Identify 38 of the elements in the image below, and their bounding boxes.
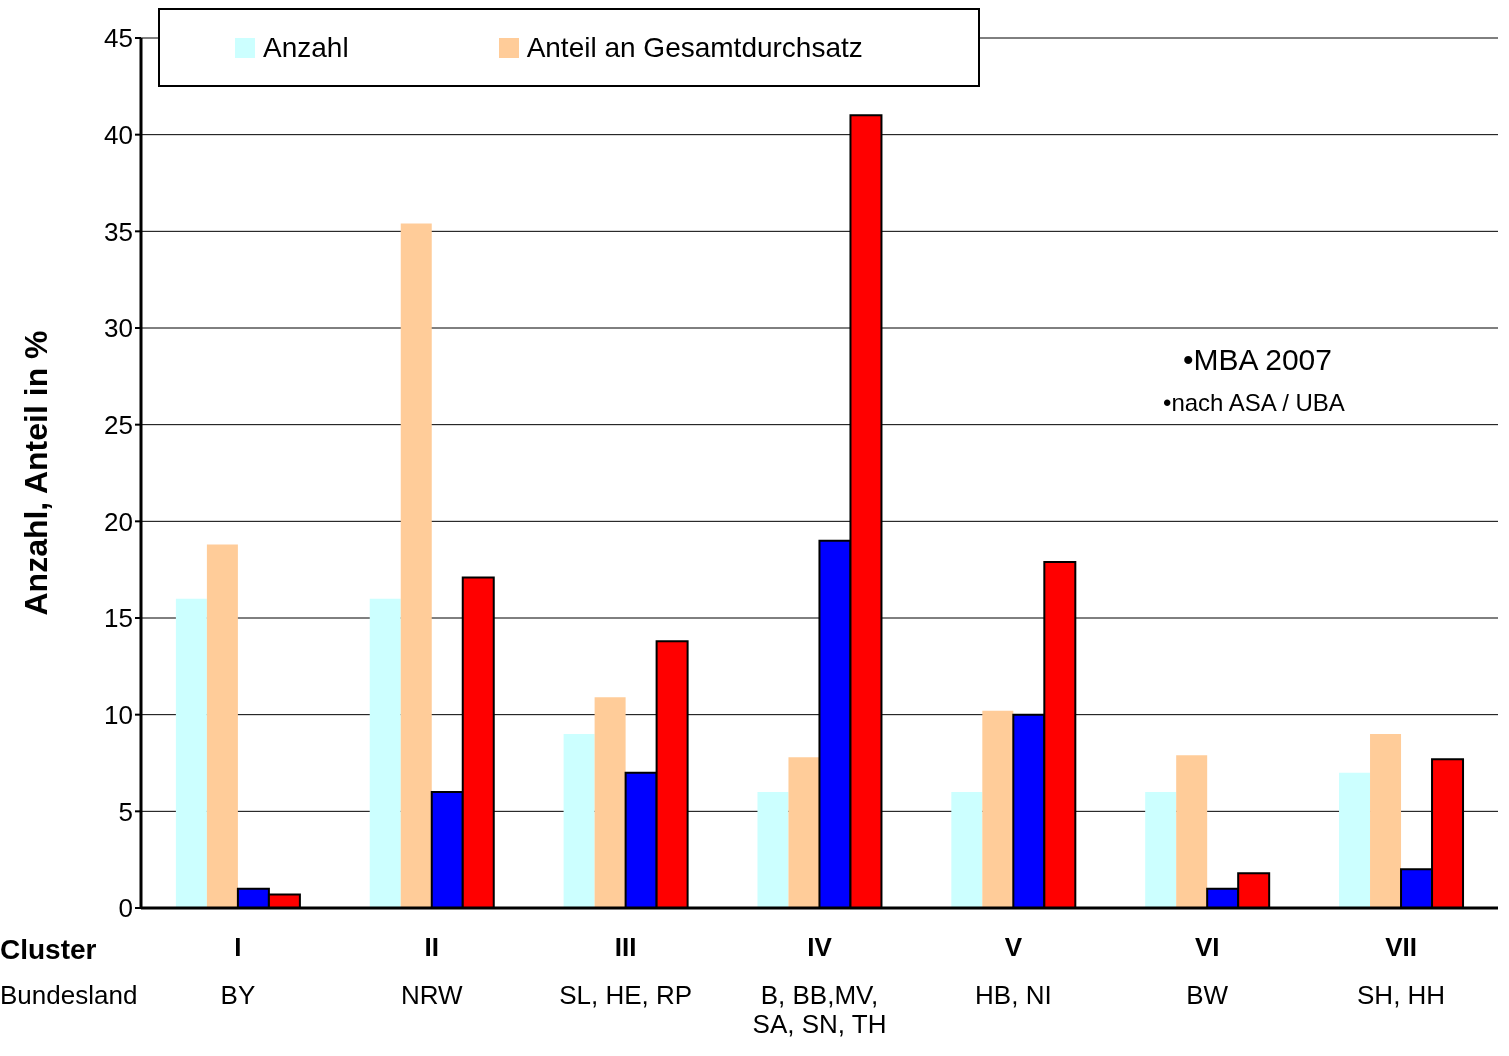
text: Bundesland — [0, 980, 138, 1011]
y-tick-label: 5 — [118, 796, 133, 827]
bar — [951, 792, 983, 908]
y-tick-label: 0 — [118, 893, 133, 924]
bar — [1176, 755, 1208, 908]
legend-label: Anzahl — [263, 31, 349, 64]
y-tick-label: 40 — [104, 119, 133, 150]
bar — [982, 710, 1014, 908]
x-tick-label: IV B, BB,MV, SA, SN, TH — [752, 932, 887, 1039]
y-tick-label: 15 — [104, 603, 133, 634]
y-tick-label: 20 — [104, 506, 133, 537]
annotation: •nach ASA / UBA — [1163, 389, 1345, 417]
y-tick-label: 25 — [104, 409, 133, 440]
bar — [1339, 772, 1371, 908]
bar — [1145, 792, 1177, 908]
bar — [175, 598, 207, 908]
x-tick-label: II NRW — [400, 932, 464, 1010]
bar — [788, 757, 820, 908]
y-tick-label: 30 — [104, 313, 133, 344]
x-tick-label: V HB, NI — [975, 932, 1052, 1010]
y-axis-title: Anzahl, Anteil in % — [18, 330, 55, 616]
annotation: •MBA 2007 — [1183, 343, 1332, 377]
bar — [594, 697, 626, 908]
bar — [757, 792, 789, 908]
text: Cluster — [0, 934, 97, 966]
bar — [369, 598, 401, 908]
x-tick-label: VII SH, HH — [1357, 932, 1446, 1010]
bar — [563, 734, 595, 908]
bar — [206, 544, 238, 908]
bar — [1370, 734, 1402, 908]
y-tick-label: 10 — [104, 699, 133, 730]
x-tick-label: VI BW — [1186, 932, 1229, 1010]
y-tick-label: 35 — [104, 216, 133, 247]
x-tick-label: I BY — [220, 932, 256, 1010]
legend-label: Anteil an Gesamtdurchsatz — [526, 31, 863, 64]
x-tick-label: III SL, HE, RP — [559, 932, 693, 1010]
y-tick-label: 45 — [104, 23, 133, 54]
bar — [400, 223, 432, 908]
